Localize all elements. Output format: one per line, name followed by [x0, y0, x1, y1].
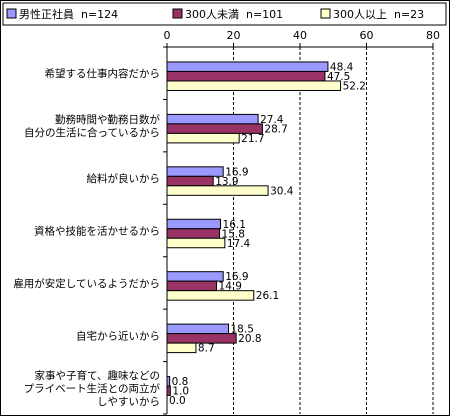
bar-cat4-series1 [166, 218, 222, 230]
category-label-6-line-1: 自宅から近いから [76, 329, 160, 342]
category-label-2-line-2: 自分の生活に合っているから [24, 126, 160, 139]
bar-cat5-series3 [166, 290, 255, 301]
data-label-cat3-series1: 16.9 [225, 166, 248, 178]
legend-swatch-1 [6, 8, 17, 19]
data-label-cat6-series2: 20.8 [238, 333, 261, 345]
data-label-cat3-series3: 30.4 [270, 185, 294, 197]
legend-swatch-2 [172, 8, 183, 19]
bar-cat7-series1 [166, 376, 171, 387]
category-label-3-line-1: 給料が良いから [87, 172, 161, 185]
bar-cat2-series1 [166, 113, 259, 125]
data-label-cat4-series1: 16.1 [223, 219, 246, 231]
legend-box [2, 2, 447, 26]
data-label-cat1-series1: 48.4 [330, 61, 354, 73]
data-label-cat6-series1: 18.5 [231, 324, 254, 336]
data-label-cat2-series2: 28.7 [264, 123, 287, 135]
bar-cat1-series2 [166, 70, 326, 82]
bar-cat5-series1 [166, 271, 224, 282]
bar-cat1-series1 [166, 61, 329, 72]
category-label-4-line-1: 資格や技能を活かせるから [34, 225, 160, 238]
legend-label-2: 300人未満 n=101 [185, 8, 283, 21]
x-tick-label-80: 80 [426, 29, 440, 42]
data-label-cat3-series2: 13.9 [215, 176, 238, 188]
data-label-cat5-series3: 26.1 [256, 290, 279, 302]
data-label-cat7-series3: 0.0 [169, 395, 186, 407]
legend-label-3: 300人以上 n=23 [333, 8, 424, 21]
data-label-cat2-series1: 27.4 [260, 114, 284, 126]
x-tick-label-40: 40 [293, 29, 307, 42]
category-label-7-line-3: しやすいから [97, 396, 160, 408]
bar-cat1-series3 [166, 80, 342, 91]
bar-cat4-series2 [166, 228, 221, 239]
category-label-5-line-1: 雇用が安定しているようだから [13, 277, 160, 290]
data-label-cat7-series1: 0.8 [172, 376, 189, 388]
bar-cat5-series2 [166, 280, 218, 292]
data-label-cat4-series2: 15.8 [222, 228, 245, 240]
bar-cat6-series1 [166, 323, 230, 335]
data-label-cat6-series3: 8.7 [198, 343, 215, 355]
x-tick-label-20: 20 [227, 29, 241, 42]
data-label-cat1-series2: 47.5 [327, 71, 350, 83]
category-label-7-line-2: プライベート生活との両立が [24, 382, 161, 395]
x-tick-label-0: 0 [164, 29, 171, 42]
category-label-2-line-1: 勤務時間や勤務日数が [55, 113, 160, 126]
bar-cat3-series3 [166, 185, 269, 196]
bar-cat3-series2 [166, 175, 214, 187]
legend-swatch-3 [320, 8, 331, 19]
bar-cat6-series3 [166, 342, 197, 354]
bar-cat4-series3 [166, 237, 226, 249]
category-label-1-line-1: 希望する仕事内容だから [45, 67, 161, 80]
category-label-7-line-1: 家事や子育て、趣味などの [35, 369, 160, 382]
data-label-cat5-series2: 14.9 [219, 281, 242, 293]
data-label-cat4-series3: 17.4 [227, 238, 251, 250]
bar-cat6-series2 [166, 333, 237, 344]
data-label-cat5-series1: 16.9 [225, 271, 248, 283]
data-label-cat2-series3: 21.7 [241, 133, 264, 145]
bar-cat2-series3 [166, 132, 240, 144]
legend-label-1: 男性正社員 n=124 [19, 7, 118, 21]
bar-cat7-series2 [166, 385, 171, 397]
x-tick-label-60: 60 [360, 29, 374, 42]
data-label-cat1-series3: 52.2 [343, 80, 366, 92]
data-label-cat7-series2: 1.0 [172, 386, 189, 398]
